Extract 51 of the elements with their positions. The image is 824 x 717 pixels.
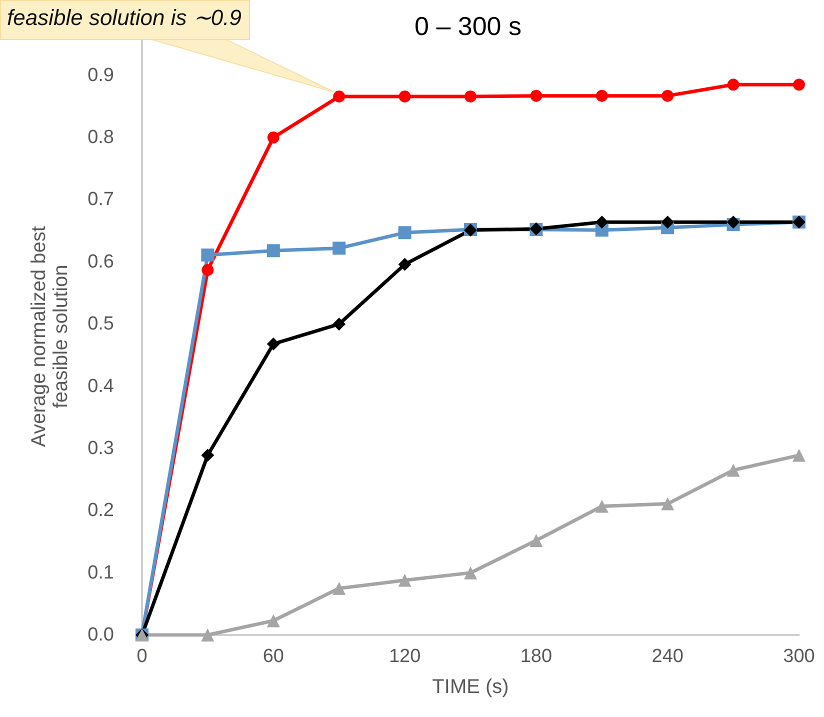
- point: [792, 448, 806, 462]
- y-tick-label: 0.7: [88, 189, 114, 210]
- x-tick-label: 240: [652, 646, 684, 667]
- y-tick-label: 0.3: [88, 438, 114, 459]
- x-tick-label: 60: [262, 646, 284, 667]
- point: [727, 78, 740, 91]
- point: [596, 90, 608, 102]
- y-tick-label: 0.2: [88, 500, 114, 522]
- point: [662, 90, 674, 102]
- point: [332, 318, 346, 331]
- point: [793, 78, 805, 91]
- annotation: feasible solution is ∼0.9: [0, 0, 250, 40]
- y-axis-title: Average normalized best feasible solution: [28, 226, 72, 447]
- chart-title: 0 – 300 s: [414, 11, 522, 41]
- y-tick-label: 0.0: [88, 624, 114, 646]
- x-tick-label: 180: [520, 646, 552, 667]
- y-tick-label: 0.8: [88, 127, 114, 148]
- x-tick-label: 300: [783, 646, 815, 667]
- point: [398, 90, 411, 102]
- y-tick-label: 0.1: [88, 562, 114, 584]
- point: [267, 132, 280, 144]
- point: [464, 566, 477, 580]
- x-tick-label: 0: [136, 646, 148, 667]
- y-tick-label: 0.6: [88, 251, 114, 272]
- point: [398, 574, 412, 587]
- point: [202, 264, 214, 276]
- x-axis-title: TIME (s): [432, 676, 509, 698]
- point: [530, 534, 543, 547]
- point: [201, 448, 214, 462]
- x-tick-label: 120: [388, 646, 421, 667]
- point: [201, 628, 214, 642]
- point: [333, 90, 346, 102]
- point: [266, 244, 280, 258]
- y-tick-label: 0.4: [88, 376, 114, 397]
- point: [332, 582, 346, 595]
- point: [726, 464, 740, 477]
- y-tick-label: 0.5: [88, 314, 114, 335]
- point: [595, 216, 608, 229]
- point: [398, 258, 412, 271]
- point: [661, 216, 674, 229]
- point: [201, 248, 214, 262]
- point: [266, 614, 280, 628]
- point: [266, 337, 280, 350]
- point: [530, 90, 542, 102]
- y-tick-label: 0.9: [88, 64, 114, 86]
- point: [726, 216, 740, 229]
- point: [332, 242, 346, 255]
- point: [661, 497, 674, 510]
- point: [464, 90, 476, 102]
- point: [595, 500, 608, 513]
- point: [398, 226, 412, 240]
